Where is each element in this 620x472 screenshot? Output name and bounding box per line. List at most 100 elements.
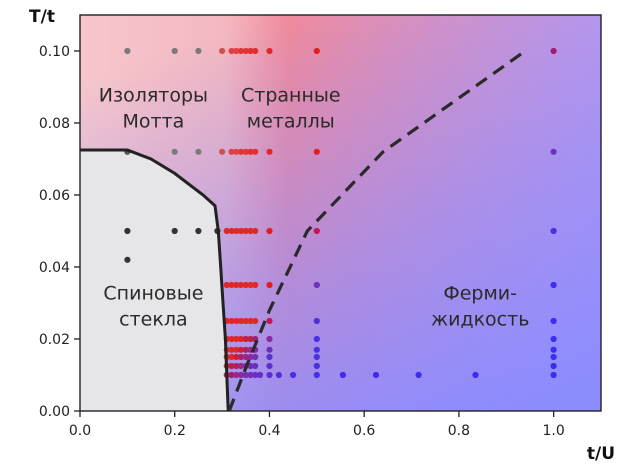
region-label-2-line-0: Спиновые	[103, 282, 203, 304]
region-label-0-line-1: Мотта	[123, 110, 185, 132]
y-tick-label-0: 0.00	[39, 404, 70, 420]
data-point-4	[228, 47, 235, 55]
data-point-110	[275, 371, 282, 379]
region-label-3-line-0: Ферми-	[443, 282, 517, 304]
data-point-111	[290, 371, 297, 379]
data-point-63	[233, 335, 240, 343]
data-point-114	[372, 371, 380, 379]
data-point-19	[237, 148, 245, 155]
data-point-87	[252, 353, 259, 361]
data-point-16	[219, 148, 226, 155]
data-point-49	[313, 281, 320, 289]
data-point-36	[252, 227, 259, 235]
data-point-24	[313, 148, 320, 155]
data-point-79	[313, 346, 320, 353]
data-point-75	[242, 346, 249, 353]
data-point-26	[124, 227, 131, 235]
x-axis-ticks: 0.0 0.2 0.4 0.6 0.8 1.0	[69, 411, 565, 439]
x-tick-label-0: 0.0	[69, 423, 91, 439]
data-point-38	[313, 227, 320, 235]
data-point-25	[550, 148, 557, 155]
data-point-59	[313, 317, 320, 325]
data-point-93	[233, 362, 240, 370]
data-point-15	[195, 148, 202, 155]
data-point-64	[237, 335, 245, 343]
data-point-58	[266, 317, 273, 325]
data-point-80	[550, 346, 557, 353]
data-point-47	[252, 281, 259, 289]
y-tick-label-4: 0.08	[39, 116, 70, 132]
data-point-54	[237, 317, 245, 325]
data-point-23	[266, 148, 273, 155]
data-point-102	[228, 371, 235, 379]
data-point-57	[252, 317, 259, 325]
x-tick-label-4: 0.8	[448, 423, 470, 439]
data-point-105	[242, 371, 249, 379]
data-point-90	[550, 353, 557, 361]
region-label-0-line-0: Изоляторы	[99, 84, 208, 106]
region-label-1-line-1: металлы	[247, 110, 335, 132]
data-point-66	[247, 335, 254, 343]
data-point-70	[550, 335, 557, 343]
data-point-53	[233, 317, 240, 325]
data-point-94	[237, 362, 245, 370]
data-point-98	[266, 362, 273, 370]
data-point-33	[237, 227, 245, 235]
plot-background	[80, 15, 601, 411]
data-point-107	[252, 371, 259, 379]
y-tick-label-1: 0.02	[39, 332, 70, 348]
data-point-45	[242, 281, 249, 289]
data-points	[124, 47, 557, 379]
data-point-55	[242, 317, 249, 325]
region-label-0: Изоляторы Мотта	[99, 84, 208, 132]
data-point-113	[339, 371, 346, 379]
data-point-41	[223, 281, 230, 289]
region-label-2: Спиновые стекла	[103, 282, 203, 330]
data-point-109	[266, 371, 273, 379]
data-point-17	[228, 148, 235, 155]
data-point-48	[266, 281, 273, 289]
data-point-73	[233, 346, 240, 353]
data-point-22	[252, 148, 259, 155]
x-tick-label-5: 1.0	[543, 423, 565, 439]
data-point-84	[237, 353, 245, 361]
data-point-40	[124, 256, 131, 263]
data-point-27	[171, 227, 178, 235]
data-point-117	[550, 371, 557, 379]
region-label-3: Ферми-жидкость	[431, 282, 529, 330]
data-point-86	[247, 353, 254, 361]
data-point-43	[233, 281, 240, 289]
data-point-68	[266, 335, 273, 343]
y-tick-label-5: 0.10	[39, 44, 70, 60]
data-point-5	[233, 47, 240, 55]
data-point-8	[247, 47, 254, 55]
data-point-1	[171, 47, 178, 55]
data-point-21	[247, 148, 254, 155]
x-tick-label-3: 0.6	[353, 423, 375, 439]
data-point-116	[472, 371, 479, 379]
data-point-83	[233, 353, 240, 361]
data-point-6	[237, 47, 245, 55]
data-point-30	[223, 227, 230, 235]
data-point-44	[237, 281, 245, 289]
data-point-62	[228, 335, 235, 343]
data-point-34	[242, 227, 249, 235]
region-label-3-line-1: жидкость	[431, 308, 529, 330]
crossover-dashed-line	[227, 49, 527, 412]
spin-glass-region	[80, 150, 229, 411]
data-point-12	[550, 47, 557, 55]
data-point-97	[252, 362, 259, 370]
data-point-108	[256, 371, 264, 379]
data-point-56	[247, 317, 254, 325]
data-point-31	[228, 227, 235, 235]
spin-glass-boundary-line	[80, 148, 230, 412]
data-point-92	[228, 362, 235, 370]
data-point-32	[233, 227, 240, 235]
y-tick-label-2: 0.04	[39, 260, 70, 276]
y-tick-label-3: 0.06	[39, 188, 70, 204]
data-point-10	[266, 47, 273, 55]
data-point-3	[219, 47, 226, 55]
region-label-2-line-1: стекла	[119, 308, 187, 330]
data-point-52	[228, 317, 235, 325]
